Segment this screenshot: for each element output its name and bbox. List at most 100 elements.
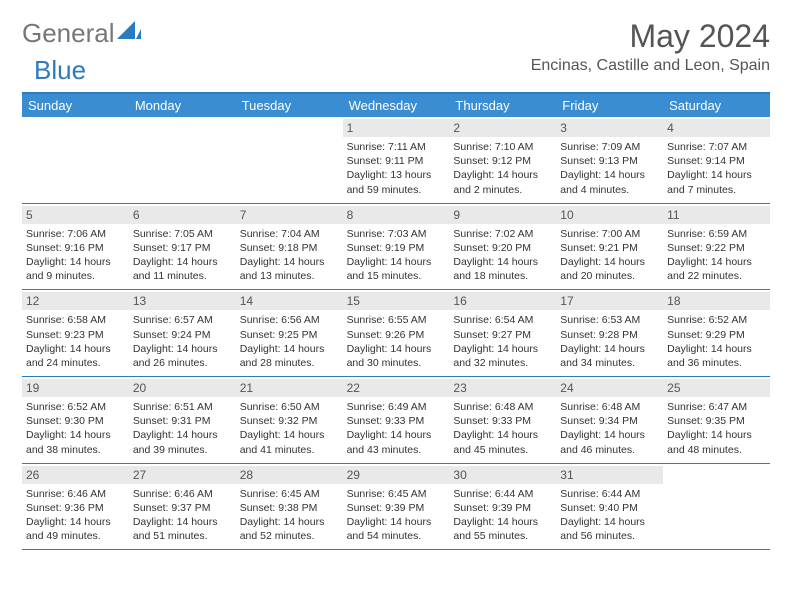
calendar-cell: 22Sunrise: 6:49 AMSunset: 9:33 PMDayligh… — [343, 377, 450, 463]
calendar-cell: 16Sunrise: 6:54 AMSunset: 9:27 PMDayligh… — [449, 290, 556, 376]
sunrise-text: Sunrise: 6:46 AM — [133, 487, 232, 501]
day-number: 14 — [236, 292, 343, 310]
calendar-cell: 15Sunrise: 6:55 AMSunset: 9:26 PMDayligh… — [343, 290, 450, 376]
day-info: Sunrise: 7:09 AMSunset: 9:13 PMDaylight:… — [560, 140, 659, 197]
weekday-tuesday: Tuesday — [236, 94, 343, 117]
calendar-cell: 7 Sunrise: 7:04 AMSunset: 9:18 PMDaylight… — [236, 204, 343, 290]
sunset-text: Sunset: 9:17 PM — [133, 241, 232, 255]
calendar-cell: 2Sunrise: 7:10 AMSunset: 9:12 PMDaylight… — [449, 117, 556, 203]
month-title: May 2024 — [531, 18, 770, 55]
day-number: 1 — [343, 119, 450, 137]
day-number: 13 — [129, 292, 236, 310]
daylight-text: Daylight: 14 hours and 36 minutes. — [667, 342, 766, 370]
sunset-text: Sunset: 9:13 PM — [560, 154, 659, 168]
daylight-text: Daylight: 14 hours and 39 minutes. — [133, 428, 232, 456]
daylight-text: Daylight: 14 hours and 13 minutes. — [240, 255, 339, 283]
calendar-cell: 6Sunrise: 7:05 AMSunset: 9:17 PMDaylight… — [129, 204, 236, 290]
sunset-text: Sunset: 9:39 PM — [347, 501, 446, 515]
calendar-cell — [663, 464, 770, 550]
day-info: Sunrise: 7:04 AMSunset: 9:18 PMDaylight:… — [240, 227, 339, 284]
calendar-cell: 9Sunrise: 7:02 AMSunset: 9:20 PMDaylight… — [449, 204, 556, 290]
calendar-cell: 4Sunrise: 7:07 AMSunset: 9:14 PMDaylight… — [663, 117, 770, 203]
sunset-text: Sunset: 9:19 PM — [347, 241, 446, 255]
sunset-text: Sunset: 9:12 PM — [453, 154, 552, 168]
sunset-text: Sunset: 9:38 PM — [240, 501, 339, 515]
weekday-saturday: Saturday — [663, 94, 770, 117]
day-number: 25 — [663, 379, 770, 397]
calendar-cell — [129, 117, 236, 203]
day-info: Sunrise: 6:48 AMSunset: 9:33 PMDaylight:… — [453, 400, 552, 457]
daylight-text: Daylight: 14 hours and 9 minutes. — [26, 255, 125, 283]
sunset-text: Sunset: 9:26 PM — [347, 328, 446, 342]
day-number: 27 — [129, 466, 236, 484]
sunset-text: Sunset: 9:32 PM — [240, 414, 339, 428]
day-info: Sunrise: 7:06 AMSunset: 9:16 PMDaylight:… — [26, 227, 125, 284]
day-number: 23 — [449, 379, 556, 397]
daylight-text: Daylight: 14 hours and 24 minutes. — [26, 342, 125, 370]
day-number: 21 — [236, 379, 343, 397]
sunrise-text: Sunrise: 6:59 AM — [667, 227, 766, 241]
calendar-cell — [22, 117, 129, 203]
daylight-text: Daylight: 14 hours and 2 minutes. — [453, 168, 552, 196]
day-number: 19 — [22, 379, 129, 397]
sunset-text: Sunset: 9:33 PM — [453, 414, 552, 428]
daylight-text: Daylight: 14 hours and 18 minutes. — [453, 255, 552, 283]
sunrise-text: Sunrise: 6:52 AM — [26, 400, 125, 414]
day-number: 28 — [236, 466, 343, 484]
daylight-text: Daylight: 14 hours and 26 minutes. — [133, 342, 232, 370]
day-number: 16 — [449, 292, 556, 310]
day-info: Sunrise: 7:00 AMSunset: 9:21 PMDaylight:… — [560, 227, 659, 284]
daylight-text: Daylight: 14 hours and 4 minutes. — [560, 168, 659, 196]
daylight-text: Daylight: 14 hours and 43 minutes. — [347, 428, 446, 456]
sunrise-text: Sunrise: 7:05 AM — [133, 227, 232, 241]
sunset-text: Sunset: 9:29 PM — [667, 328, 766, 342]
calendar-cell: 1Sunrise: 7:11 AMSunset: 9:11 PMDaylight… — [343, 117, 450, 203]
sunrise-text: Sunrise: 7:09 AM — [560, 140, 659, 154]
sunrise-text: Sunrise: 6:45 AM — [240, 487, 339, 501]
day-number: 4 — [663, 119, 770, 137]
sunset-text: Sunset: 9:30 PM — [26, 414, 125, 428]
sunrise-text: Sunrise: 6:46 AM — [26, 487, 125, 501]
sunrise-text: Sunrise: 7:11 AM — [347, 140, 446, 154]
calendar-cell: 18Sunrise: 6:52 AMSunset: 9:29 PMDayligh… — [663, 290, 770, 376]
calendar-week: 5 Sunrise: 7:06 AMSunset: 9:16 PMDaylight… — [22, 204, 770, 291]
day-info: Sunrise: 6:57 AMSunset: 9:24 PMDaylight:… — [133, 313, 232, 370]
daylight-text: Daylight: 14 hours and 45 minutes. — [453, 428, 552, 456]
sunset-text: Sunset: 9:20 PM — [453, 241, 552, 255]
day-info: Sunrise: 6:59 AMSunset: 9:22 PMDaylight:… — [667, 227, 766, 284]
day-info: Sunrise: 6:45 AMSunset: 9:39 PMDaylight:… — [347, 487, 446, 544]
calendar-cell: 5 Sunrise: 7:06 AMSunset: 9:16 PMDaylight… — [22, 204, 129, 290]
daylight-text: Daylight: 14 hours and 22 minutes. — [667, 255, 766, 283]
day-number: 7 — [236, 206, 343, 224]
sunset-text: Sunset: 9:24 PM — [133, 328, 232, 342]
day-info: Sunrise: 7:05 AMSunset: 9:17 PMDaylight:… — [133, 227, 232, 284]
sunset-text: Sunset: 9:34 PM — [560, 414, 659, 428]
sunrise-text: Sunrise: 6:52 AM — [667, 313, 766, 327]
sunrise-text: Sunrise: 6:51 AM — [133, 400, 232, 414]
sunset-text: Sunset: 9:40 PM — [560, 501, 659, 515]
sunset-text: Sunset: 9:33 PM — [347, 414, 446, 428]
day-info: Sunrise: 6:47 AMSunset: 9:35 PMDaylight:… — [667, 400, 766, 457]
day-number: 9 — [449, 206, 556, 224]
day-number: 12 — [22, 292, 129, 310]
weekday-header: Sunday Monday Tuesday Wednesday Thursday… — [22, 94, 770, 117]
day-number: 22 — [343, 379, 450, 397]
brand-part2-wrap: Blue — [22, 55, 770, 86]
day-info: Sunrise: 6:52 AMSunset: 9:30 PMDaylight:… — [26, 400, 125, 457]
calendar-cell: 24Sunrise: 6:48 AMSunset: 9:34 PMDayligh… — [556, 377, 663, 463]
sunset-text: Sunset: 9:25 PM — [240, 328, 339, 342]
calendar-week: 26Sunrise: 6:46 AMSunset: 9:36 PMDayligh… — [22, 464, 770, 551]
day-number: 5 — [22, 206, 129, 224]
day-info: Sunrise: 6:45 AMSunset: 9:38 PMDaylight:… — [240, 487, 339, 544]
daylight-text: Daylight: 14 hours and 7 minutes. — [667, 168, 766, 196]
weekday-sunday: Sunday — [22, 94, 129, 117]
daylight-text: Daylight: 14 hours and 28 minutes. — [240, 342, 339, 370]
sunrise-text: Sunrise: 6:58 AM — [26, 313, 125, 327]
weekday-wednesday: Wednesday — [343, 94, 450, 117]
logo-sail-icon — [117, 21, 141, 41]
calendar-cell: 14Sunrise: 6:56 AMSunset: 9:25 PMDayligh… — [236, 290, 343, 376]
sunset-text: Sunset: 9:14 PM — [667, 154, 766, 168]
daylight-text: Daylight: 14 hours and 41 minutes. — [240, 428, 339, 456]
sunrise-text: Sunrise: 6:47 AM — [667, 400, 766, 414]
calendar-cell: 17Sunrise: 6:53 AMSunset: 9:28 PMDayligh… — [556, 290, 663, 376]
